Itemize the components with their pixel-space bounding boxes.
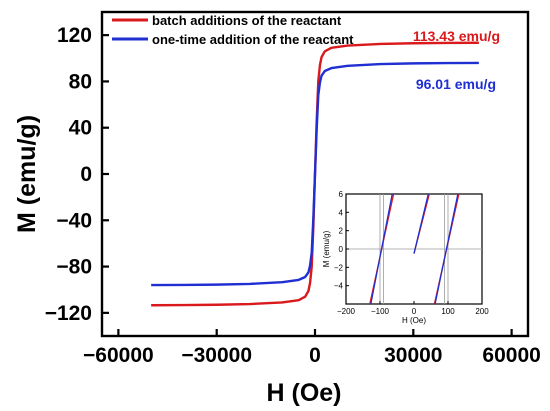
- inset-x-tick-label: −200: [337, 307, 356, 316]
- series-line-one-time: [151, 61, 479, 287]
- inset-series-segment: [370, 193, 393, 305]
- legend: batch additions of the reactant one-time…: [112, 13, 354, 47]
- inset-y-tick-label: −2: [334, 263, 344, 272]
- inset-x-axis-title: H (Oe): [402, 316, 426, 325]
- inset-series-segment: [413, 193, 429, 254]
- main-y-ticks: −120 −80 −40 0 40 80 120: [45, 24, 109, 325]
- inset-x-tick-label: 100: [441, 307, 455, 316]
- y-tick-label: 40: [69, 117, 92, 140]
- y-axis-title: M (emu/g): [13, 115, 41, 233]
- inset-y-tick-label: −4: [334, 282, 344, 291]
- x-tick-label: 60000: [482, 344, 540, 367]
- x-axis-title: H (Oe): [267, 379, 342, 407]
- x-tick-label: −30000: [181, 344, 252, 367]
- y-tick-label: −120: [45, 302, 92, 325]
- inset-x-tick-label: 0: [412, 307, 417, 316]
- y-tick-label: 80: [69, 70, 92, 93]
- x-tick-label: 30000: [384, 344, 442, 367]
- y-tick-label: 0: [80, 163, 92, 186]
- y-tick-label: −80: [56, 256, 92, 279]
- inset-series-segment: [434, 193, 459, 305]
- x-tick-label: −60000: [83, 344, 154, 367]
- y-tick-label: −40: [56, 209, 92, 232]
- inset-content: −200 −100 0 100 200 −4 −2 0 2 4 6: [334, 190, 489, 316]
- inset-y-tick-label: 6: [339, 190, 344, 199]
- inset-x-tick-label: −100: [371, 307, 390, 316]
- inset-chart: −200 −100 0 100 200 −4 −2 0 2 4 6 H (Oe) M (emu/g): [322, 190, 489, 325]
- y-tick-label: 120: [57, 24, 92, 47]
- legend-label-one-time: one-time addition of the reactant: [152, 32, 354, 47]
- inset-y-tick-label: 4: [339, 208, 344, 217]
- inset-x-tick-label: 200: [475, 307, 489, 316]
- inset-y-tick-label: 2: [339, 227, 344, 236]
- main-series-group: [151, 41, 479, 307]
- x-tick-label: 0: [309, 344, 321, 367]
- inset-y-axis-title: M (emu/g): [322, 230, 331, 267]
- saturation-label-batch: 113.43 emu/g: [413, 28, 500, 44]
- inset-y-tick-label: 0: [339, 245, 344, 254]
- legend-label-batch: batch additions of the reactant: [152, 13, 342, 28]
- main-x-ticks: −60000 −30000 0 30000 60000: [83, 329, 541, 367]
- saturation-label-one-time: 96.01 emu/g: [416, 76, 496, 92]
